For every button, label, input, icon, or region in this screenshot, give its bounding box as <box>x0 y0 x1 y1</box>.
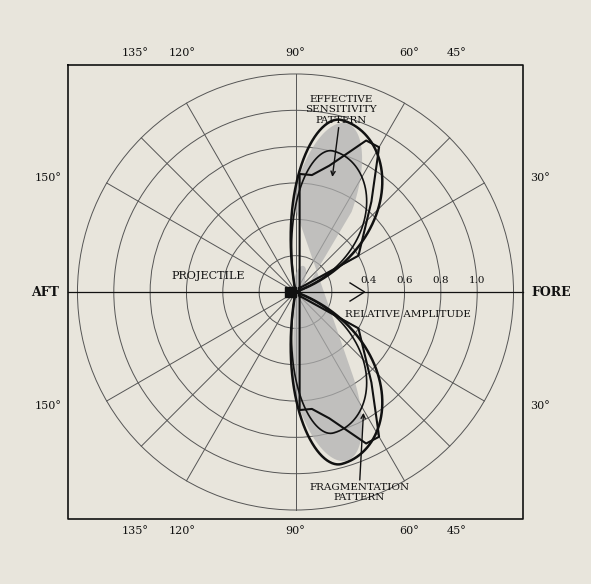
Text: 45°: 45° <box>446 526 466 536</box>
Text: 60°: 60° <box>399 526 419 536</box>
Text: PROJECTILE: PROJECTILE <box>171 271 245 281</box>
Text: 0.6: 0.6 <box>396 276 413 285</box>
Text: 45°: 45° <box>446 48 466 58</box>
Text: 1.0: 1.0 <box>469 276 485 285</box>
Text: 60°: 60° <box>399 48 419 58</box>
Text: EFFECTIVE
SENSITIVITY
PATTERN: EFFECTIVE SENSITIVITY PATTERN <box>305 95 376 175</box>
Text: FRAGMENTATION
PATTERN: FRAGMENTATION PATTERN <box>309 414 409 502</box>
Text: RELATIVE AMPLITUDE: RELATIVE AMPLITUDE <box>345 310 471 319</box>
Text: 120°: 120° <box>168 48 196 58</box>
Text: 90°: 90° <box>285 48 306 58</box>
Polygon shape <box>293 123 362 461</box>
Text: 30°: 30° <box>530 173 550 183</box>
Text: 90°: 90° <box>285 526 306 536</box>
Text: 0.4: 0.4 <box>360 276 376 285</box>
Text: 135°: 135° <box>122 526 148 536</box>
Text: 30°: 30° <box>530 401 550 411</box>
Text: 0.8: 0.8 <box>433 276 449 285</box>
Text: AFT: AFT <box>31 286 59 298</box>
Bar <box>285 287 296 297</box>
Text: 135°: 135° <box>122 48 148 58</box>
Text: 150°: 150° <box>34 401 61 411</box>
Text: FORE: FORE <box>532 286 571 298</box>
Text: 150°: 150° <box>34 173 61 183</box>
Text: 120°: 120° <box>168 526 196 536</box>
